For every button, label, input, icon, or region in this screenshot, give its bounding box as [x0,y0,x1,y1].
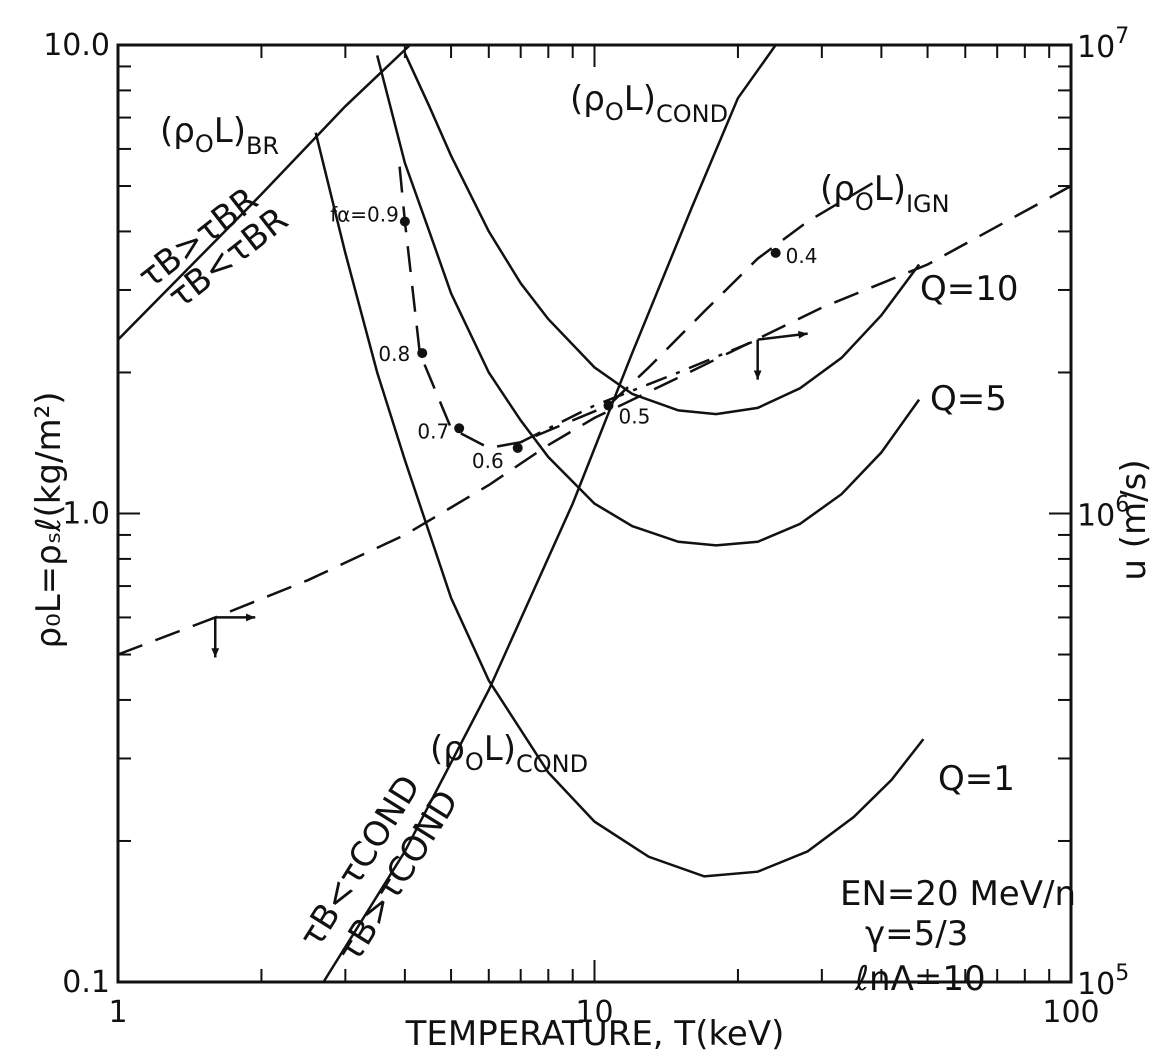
ign-point-label: 0.7 [417,419,449,443]
ign-point [770,247,781,258]
y-tick-label: 0.1 [62,965,110,1000]
plot-frame [116,43,1073,984]
curve-q1 [314,132,925,878]
tick-labels: 1 10 100 0.1 1.0 10.0 105 106 107 [43,24,1129,1030]
y-tick-label: 10.0 [43,28,110,63]
ign-point [512,442,523,453]
ign-point [417,348,428,359]
y2-tick-label: 107 [1077,24,1129,65]
ign-point-label: 0.4 [786,244,818,268]
annotation-q5: Q=5 [930,379,1007,419]
ign-point [454,423,465,434]
region-arrowhead [753,370,762,380]
ign-point [603,400,614,411]
y2-axis-title: u (m/s) [1114,459,1154,580]
y-axis-title: ρ₀L=ρₛℓ(kg/m²) [29,392,69,649]
x-tick-label: 10 [575,995,613,1030]
annotation-q1: Q=1 [938,759,1015,799]
curve-ign-dashdot [520,338,759,444]
curve-ign [398,166,883,450]
curves [117,44,1072,983]
region-arrowhead [211,648,220,658]
curve-q5 [375,55,921,547]
annotation-ign: (ρOL)IGN [820,169,950,218]
ign-point-label: fα=0.9 [330,203,399,227]
annotation-br: (ρOL)BR [160,111,279,160]
y-tick-label: 1.0 [62,497,110,532]
tick-marks [117,45,1071,983]
annotation-params1: EN=20 MeV/n [840,874,1076,914]
curve-cond-upper [322,44,777,983]
x-tick-label: 1 [108,995,127,1030]
annotations: (ρOL)BR (ρOL)COND (ρOL)IGN (ρOL)COND Q=10 Q=5… [131,79,1076,999]
annotation-params2: γ=5/3 [865,914,968,954]
curve-br-line [117,44,411,341]
annotation-cond-bottom: (ρOL)COND [430,729,588,778]
curve-dashed-lower [117,184,1072,656]
data-points: fα=0.9 0.8 0.7 0.6 0.5 0.4 [330,203,817,473]
y2-tick-label: 105 [1077,961,1129,1002]
ign-point-label: 0.6 [472,449,504,473]
annotation-params3: ℓnΛ=10 [854,959,986,999]
x-axis-title: TEMPERATURE, T(keV) [405,1014,785,1054]
x-tick-label: 100 [1042,995,1099,1030]
region-arrowhead [246,613,256,622]
curve-q10 [403,52,921,416]
region-arrowhead [798,330,808,339]
annotation-cond-top: (ρOL)COND [570,79,728,128]
ign-point-label: 0.5 [619,405,651,429]
y2-tick-label: 106 [1077,493,1129,534]
ign-point-label: 0.8 [378,342,410,366]
ign-point [399,216,410,227]
annotation-q10: Q=10 [920,269,1019,309]
